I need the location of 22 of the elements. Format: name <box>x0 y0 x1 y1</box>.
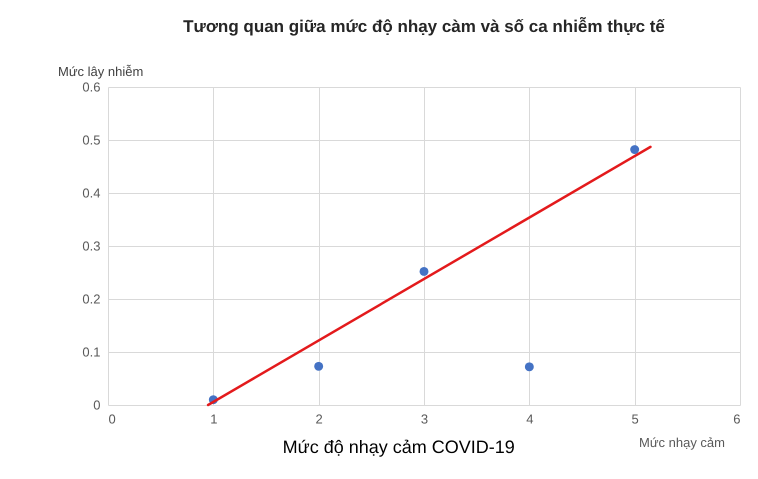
y-tick-label: 0.1 <box>82 344 100 360</box>
x-tick-label: 5 <box>632 412 639 426</box>
y-tick-label: 0.2 <box>82 292 100 306</box>
y-tick-label: 0.6 <box>82 80 100 94</box>
x-tick-label: 2 <box>316 412 323 426</box>
chart-title: Tương quan giữa mức độ nhạy càm và số ca nhiễm thực tế <box>183 17 666 36</box>
y-tick-label: 0.4 <box>82 186 100 200</box>
x-tick-label: 0 <box>108 412 116 426</box>
x-tick-label: 1 <box>210 412 218 426</box>
point <box>420 266 428 276</box>
point <box>314 362 324 371</box>
x-tick-label: 3 <box>420 412 428 426</box>
y-axis-title: Mức lây nhiễm <box>58 64 144 79</box>
y-tick-label: 0.3 <box>82 238 100 254</box>
x-tick-label: 4 <box>526 412 534 426</box>
point <box>524 362 534 372</box>
x-tick-label: 6 <box>733 412 740 426</box>
y-tick-label: 0.5 <box>82 132 100 148</box>
x-axis-title: Mức độ nhạy cảm COVID-19 <box>282 437 515 457</box>
y-tick-label: 0 <box>93 398 100 412</box>
point <box>630 145 640 154</box>
text: Mức nhạy cảm <box>638 435 725 450</box>
